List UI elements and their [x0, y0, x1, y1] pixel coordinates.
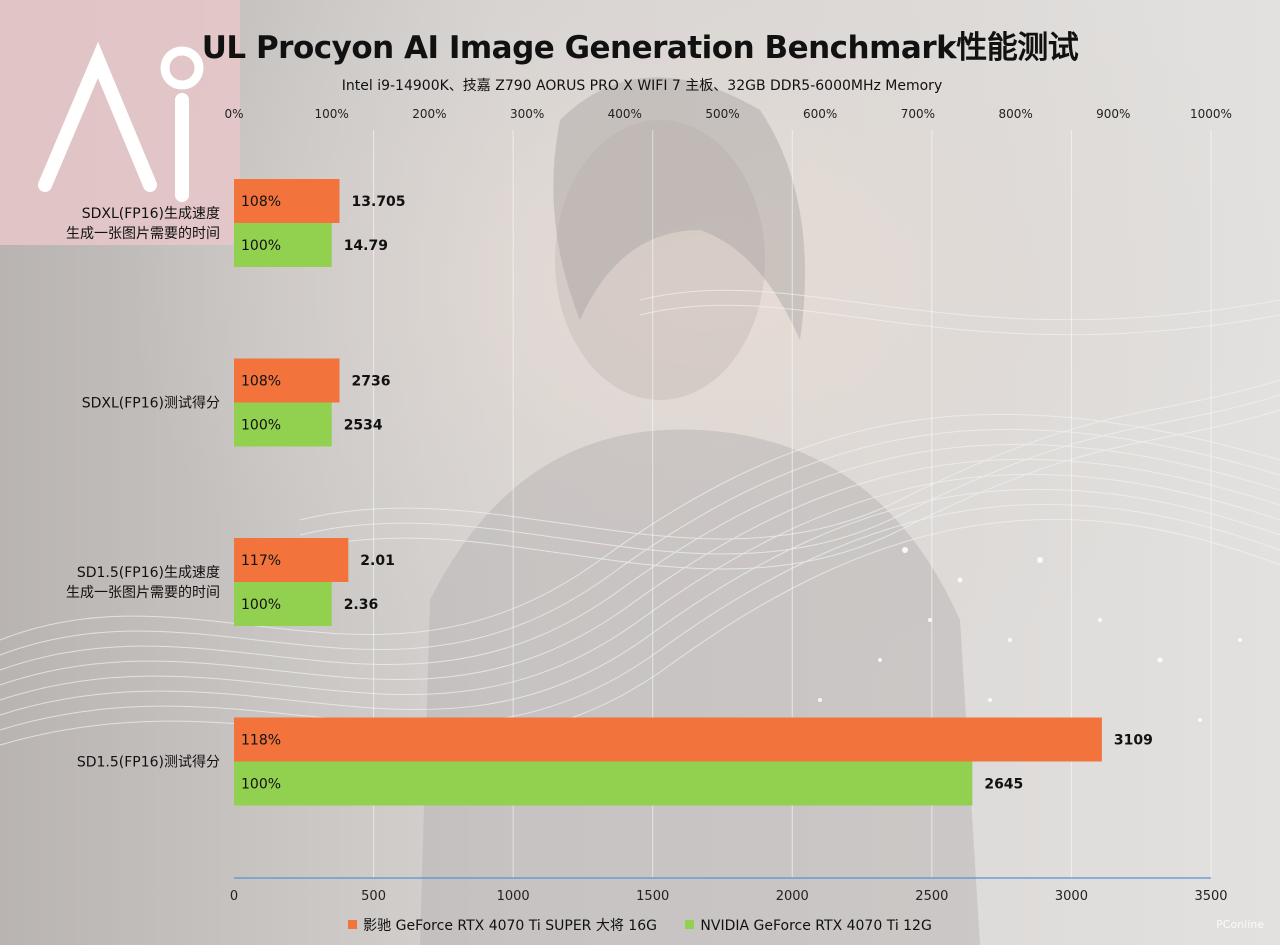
x-tick-label-bottom: 3000: [1055, 889, 1088, 904]
bar-value-label: 13.705: [352, 194, 406, 210]
bar-percent-label: 100%: [241, 777, 281, 793]
legend-label: NVIDIA GeForce RTX 4070 Ti 12G: [700, 918, 932, 934]
chart-title: UL Procyon AI Image Generation Benchmark…: [201, 30, 1079, 66]
bar-value-label: 2534: [344, 418, 383, 434]
x-tick-label-top: 500%: [705, 107, 739, 121]
bar-orange: [234, 538, 349, 582]
bar-percent-label: 108%: [241, 374, 281, 390]
bar-value-label: 14.79: [344, 238, 388, 254]
x-tick-label-top: 400%: [608, 107, 642, 121]
x-tick-label-top: 1000%: [1190, 107, 1232, 121]
x-tick-label-top: 100%: [315, 107, 349, 121]
bar-percent-label: 108%: [241, 194, 281, 210]
x-tick-label-bottom: 2500: [915, 889, 948, 904]
category-label: SD1.5(FP16)测试得分: [77, 754, 220, 771]
bar-percent-label: 117%: [241, 553, 281, 569]
legend-label: 影驰 GeForce RTX 4070 Ti SUPER 大将 16G: [363, 918, 657, 934]
category-label: SDXL(FP16)测试得分: [82, 395, 220, 412]
legend-swatch-green: [685, 920, 695, 929]
ai-logo-icon: [38, 41, 189, 202]
category-label-line: 生成一张图片需要的时间: [66, 585, 220, 601]
category-label-line: SDXL(FP16)生成速度: [82, 206, 220, 222]
legend-swatch-orange: [348, 920, 358, 929]
bar-percent-label: 100%: [241, 238, 281, 254]
bar-percent-label: 118%: [241, 733, 281, 749]
chart-legend: 影驰 GeForce RTX 4070 Ti SUPER 大将 16G NVID…: [0, 915, 1280, 935]
x-tick-label-top: 800%: [998, 107, 1032, 121]
legend-item-series-1: 影驰 GeForce RTX 4070 Ti SUPER 大将 16G: [348, 915, 657, 935]
x-tick-label-bottom: 2000: [776, 889, 809, 904]
x-tick-label-top: 200%: [412, 107, 446, 121]
bar-orange: [234, 717, 1102, 762]
bar-value-label: 2736: [352, 374, 391, 390]
bar-value-label: 2.01: [360, 553, 395, 569]
x-tick-label-top: 300%: [510, 107, 544, 121]
x-tick-label-top: 900%: [1096, 107, 1130, 121]
bar-green: [234, 582, 332, 626]
category-label: SDXL(FP16)生成速度生成一张图片需要的时间: [66, 206, 220, 242]
category-label-line: SD1.5(FP16)测试得分: [77, 754, 220, 771]
bar-orange: [234, 179, 340, 223]
bar-percent-label: 100%: [241, 597, 281, 613]
x-tick-label-top: 700%: [901, 107, 935, 121]
x-tick-label-bottom: 3500: [1194, 889, 1227, 904]
bar-green: [234, 761, 973, 806]
bar-value-label: 2.36: [344, 597, 379, 613]
watermark-logo: PConline: [1216, 918, 1264, 931]
bar-value-label: 3109: [1114, 733, 1153, 749]
x-tick-label-top: 600%: [803, 107, 837, 121]
bar-green: [234, 223, 332, 267]
category-label-line: SDXL(FP16)测试得分: [82, 395, 220, 412]
chart-subtitle: Intel i9-14900K、技嘉 Z790 AORUS PRO X WIFI…: [341, 78, 943, 94]
category-label-line: 生成一张图片需要的时间: [66, 226, 220, 242]
bar-percent-label: 100%: [241, 418, 281, 434]
x-tick-label-bottom: 500: [361, 889, 386, 904]
category-label-line: SD1.5(FP16)生成速度: [77, 565, 220, 581]
bar-value-label: 2645: [984, 777, 1023, 793]
legend-item-series-2: NVIDIA GeForce RTX 4070 Ti 12G: [685, 918, 932, 934]
x-tick-label-bottom: 1000: [497, 889, 530, 904]
bar-orange: [234, 358, 340, 403]
x-tick-label-bottom: 1500: [636, 889, 669, 904]
x-tick-label-top: 0%: [224, 107, 243, 121]
bar-green: [234, 402, 332, 447]
x-tick-label-bottom: 0: [230, 889, 238, 904]
category-label: SD1.5(FP16)生成速度生成一张图片需要的时间: [66, 565, 220, 601]
